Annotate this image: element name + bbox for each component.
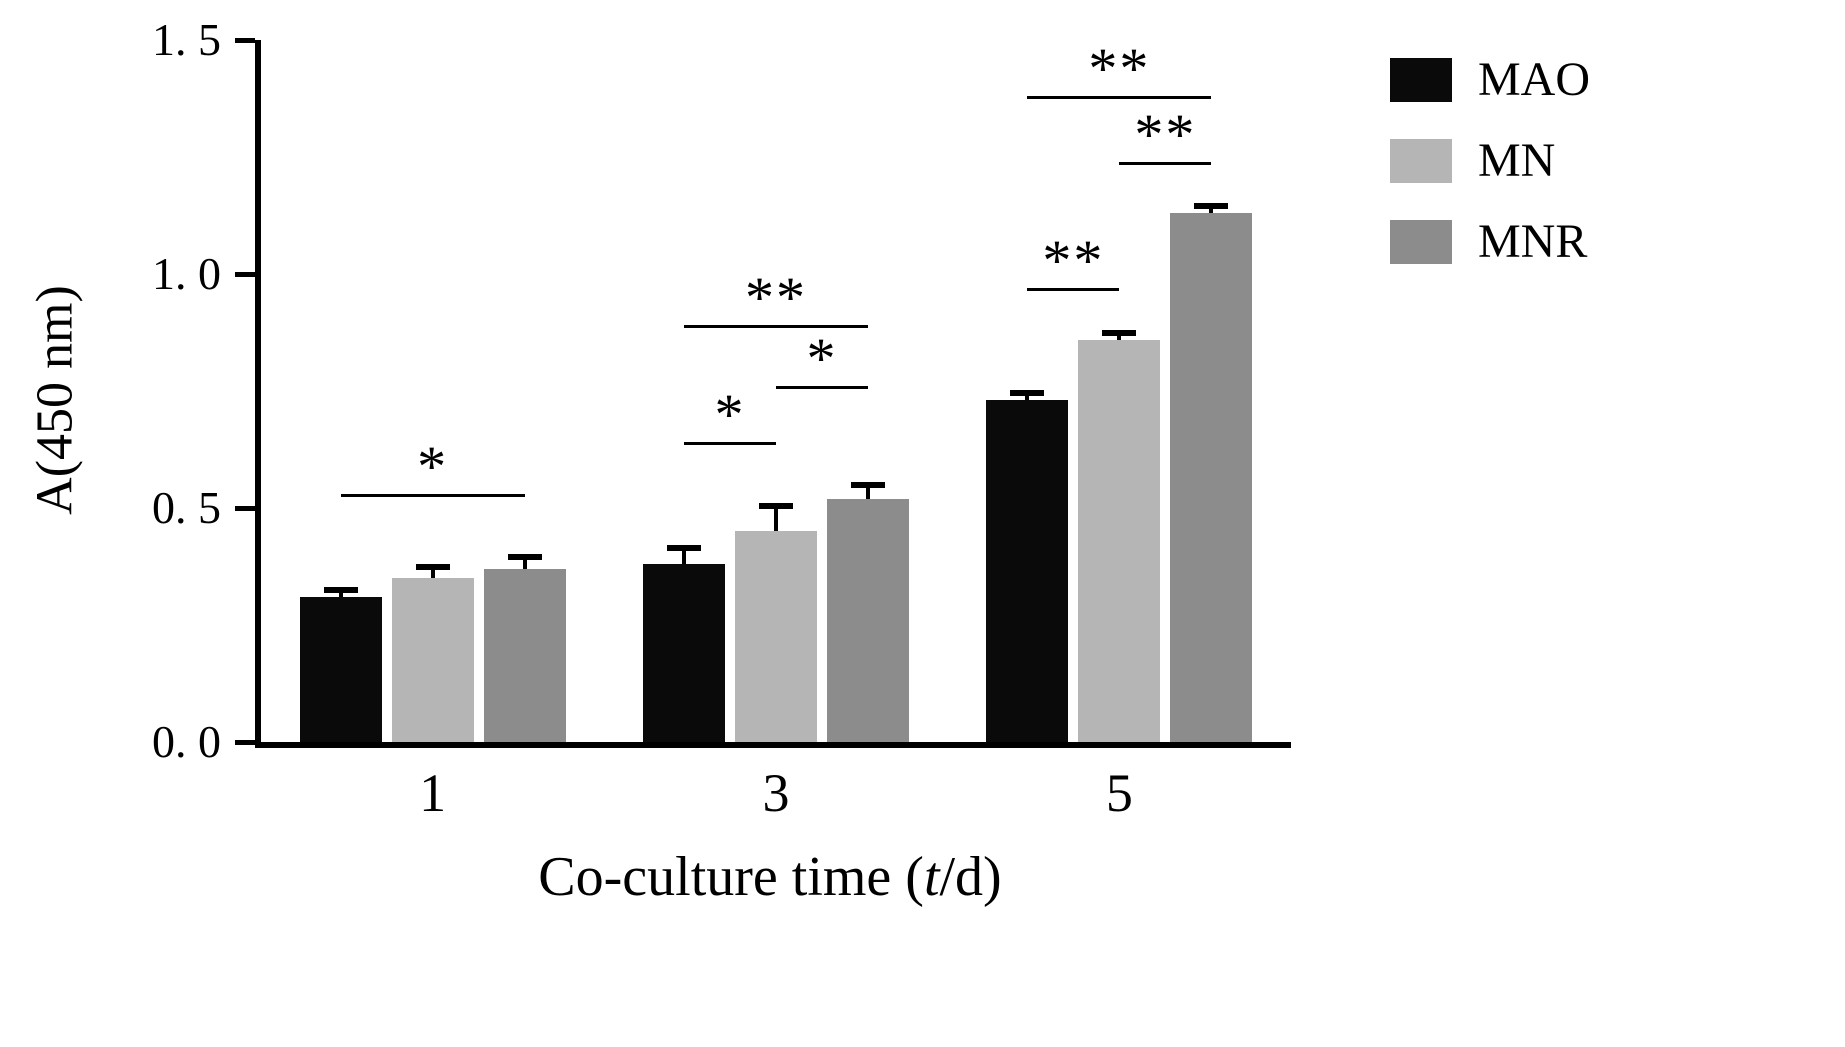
legend-item: MN <box>1390 133 1590 188</box>
y-axis-tick <box>235 37 255 43</box>
error-bar-line <box>1209 207 1214 214</box>
error-bar-cap <box>1194 202 1229 209</box>
bar-mn-day5 <box>1078 339 1161 742</box>
significance-line <box>684 442 776 446</box>
error-bar-cap <box>1010 389 1045 396</box>
y-axis-tick <box>235 739 255 745</box>
error-bar-line <box>1025 394 1030 401</box>
bar-mn-day3 <box>735 531 817 742</box>
significance-label: * <box>417 433 449 499</box>
legend-label: MAO <box>1478 53 1591 106</box>
significance-line <box>1027 288 1120 292</box>
y-axis-tick-label: 0. 0 <box>152 716 221 767</box>
error-bar-cap <box>507 553 542 560</box>
legend-item: MAO <box>1390 52 1590 107</box>
error-bar-cap <box>851 481 885 488</box>
legend-swatch-mnr <box>1390 219 1452 264</box>
legend-swatch-mao <box>1390 57 1452 102</box>
error-bar-line <box>866 486 870 499</box>
y-axis-tick <box>235 271 255 277</box>
bar-mnr-day1 <box>483 568 566 742</box>
x-axis-title-suffix: /d) <box>939 846 1002 908</box>
y-axis-tick-label: 0. 5 <box>152 482 221 533</box>
x-axis-title-prefix: Co-culture time ( <box>538 846 924 908</box>
error-bar-line <box>338 592 343 597</box>
significance-line <box>1119 161 1212 165</box>
bar-mao-day3 <box>643 564 725 742</box>
error-bar-line <box>522 558 527 569</box>
plot-area: 0. 0 0. 5 1. 0 1. 5 1 3 5 * * * ** ** ** ** <box>152 14 1291 823</box>
legend: MAO MN MNR <box>1390 52 1590 295</box>
significance-label: ** <box>1088 36 1151 102</box>
significance-label: ** <box>745 265 807 331</box>
bar-mnr-day5 <box>1170 213 1253 742</box>
bar-mao-day1 <box>299 596 382 742</box>
legend-label: MN <box>1478 134 1556 187</box>
y-axis-tick-label: 1. 0 <box>152 248 221 299</box>
significance-label: ** <box>1134 101 1197 167</box>
significance-label: * <box>714 382 746 448</box>
significance-line <box>776 386 868 390</box>
significance-line <box>1027 96 1212 100</box>
legend-label: MNR <box>1478 215 1588 268</box>
error-bar-line <box>682 550 686 565</box>
bar-mao-day5 <box>986 400 1069 742</box>
error-bar-line <box>430 568 435 579</box>
y-axis-tick <box>235 505 255 511</box>
significance-label: * <box>806 326 838 392</box>
bar-mn-day1 <box>391 578 474 742</box>
x-axis-title-italic-t: t <box>923 846 940 908</box>
legend-item: MNR <box>1390 214 1590 269</box>
x-axis-tick-label: 3 <box>762 763 790 823</box>
significance-label: ** <box>1042 228 1105 294</box>
bar-mnr-day3 <box>827 498 909 742</box>
y-axis-tick-label: 1. 5 <box>152 14 221 65</box>
error-bar-cap <box>323 587 358 594</box>
legend-swatch-mn <box>1390 138 1452 183</box>
x-axis-title: Co-culture time (t/d) <box>255 845 1285 909</box>
significance-line <box>684 325 868 329</box>
error-bar-line <box>774 508 778 532</box>
error-bar-cap <box>667 545 701 552</box>
error-bar-cap <box>759 503 793 509</box>
x-axis-tick-label: 5 <box>1105 763 1133 823</box>
error-bar-line <box>1117 334 1122 340</box>
error-bar-cap <box>1102 329 1137 336</box>
x-axis-tick-label: 1 <box>419 763 447 823</box>
significance-line <box>340 493 525 497</box>
error-bar-cap <box>415 563 450 570</box>
